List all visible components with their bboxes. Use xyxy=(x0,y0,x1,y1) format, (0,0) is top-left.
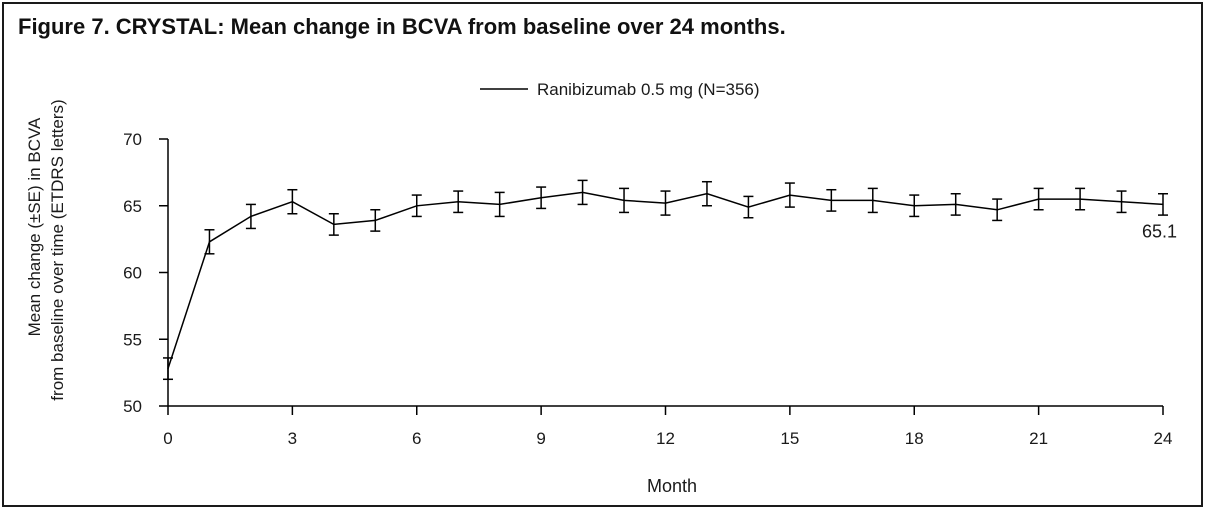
data-point xyxy=(913,205,915,207)
y-axis-label: Mean change (±SE) in BCVA from baseline … xyxy=(25,99,67,400)
data-point xyxy=(333,223,335,226)
x-tick-label: 6 xyxy=(412,429,421,448)
data-point xyxy=(1120,201,1123,203)
x-tick-label: 21 xyxy=(1029,429,1048,448)
legend-label: Ranibizumab 0.5 mg (N=356) xyxy=(537,80,760,99)
y-axis-label-line1: Mean change (±SE) in BCVA xyxy=(25,117,44,336)
x-tick-label: 3 xyxy=(288,429,297,448)
data-point xyxy=(457,201,459,203)
x-tick-label: 12 xyxy=(656,429,675,448)
data-point xyxy=(374,219,376,222)
y-tick-label: 65 xyxy=(123,197,142,216)
legend: Ranibizumab 0.5 mg (N=356) xyxy=(480,80,760,99)
data-point xyxy=(747,206,750,208)
x-tick-label: 18 xyxy=(905,429,924,448)
data-point xyxy=(581,191,584,193)
data-point xyxy=(167,368,169,370)
data-point xyxy=(208,241,211,243)
axes: 50 55 60 65 70 0 3 6 9 12 15 18 21 24 xyxy=(123,130,1172,448)
data-point xyxy=(706,193,708,195)
data-point xyxy=(789,194,791,196)
y-tick-label: 70 xyxy=(123,130,142,149)
data-point xyxy=(416,205,418,207)
data-point xyxy=(250,215,252,218)
data-point xyxy=(1162,203,1164,206)
data-point xyxy=(1079,198,1081,200)
figure-title: Figure 7. CRYSTAL: Mean change in BCVA f… xyxy=(18,14,786,39)
x-tick-label: 24 xyxy=(1154,429,1173,448)
data-point xyxy=(664,202,667,204)
x-axis-label: Month xyxy=(647,476,697,496)
series-line xyxy=(167,191,1164,369)
x-tick-label: 0 xyxy=(163,429,172,448)
x-tick-label: 15 xyxy=(780,429,799,448)
data-point xyxy=(540,197,542,199)
data-point xyxy=(291,201,293,203)
endpoint-annotation: 65.1 xyxy=(1142,221,1177,241)
data-point xyxy=(955,203,957,206)
y-tick-label: 60 xyxy=(123,264,142,283)
data-point xyxy=(996,209,998,211)
data-point xyxy=(623,199,625,202)
data-point xyxy=(499,203,501,206)
y-tick-label: 55 xyxy=(123,330,142,349)
data-point xyxy=(1038,198,1040,200)
y-tick-label: 50 xyxy=(123,397,142,416)
y-axis-label-line2: from baseline over time (ETDRS letters) xyxy=(48,99,67,400)
x-tick-label: 9 xyxy=(536,429,545,448)
data-point xyxy=(830,199,832,202)
plot-area: 65.1 xyxy=(163,179,1177,381)
data-point xyxy=(872,199,874,202)
